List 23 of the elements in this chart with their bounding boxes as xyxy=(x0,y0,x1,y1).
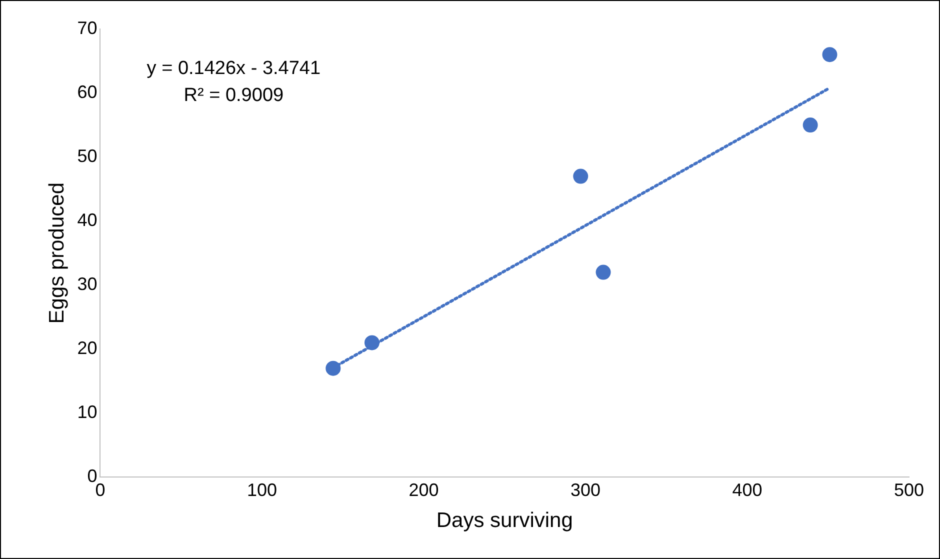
y-tick-label: 10 xyxy=(77,402,98,422)
x-tick-label: 500 xyxy=(894,480,924,500)
y-axis-title: Eggs produced xyxy=(45,182,68,324)
y-tick-label: 70 xyxy=(77,18,98,38)
point xyxy=(326,360,341,376)
y-tick-label: 50 xyxy=(77,146,98,166)
x-tick-label: 400 xyxy=(732,480,762,500)
point xyxy=(822,47,838,62)
x-tick-label: 300 xyxy=(570,480,601,500)
point xyxy=(573,168,588,184)
point xyxy=(802,118,818,133)
point xyxy=(596,264,611,280)
annotation: y = 0.1426x - 3.4741 xyxy=(146,58,321,79)
y-tick-label: 40 xyxy=(77,210,98,230)
annotation: R² = 0.9009 xyxy=(184,85,284,106)
x-axis-title: Days surviving xyxy=(436,509,573,532)
x-tick-label: 100 xyxy=(246,480,277,500)
y-tick-label: 60 xyxy=(77,82,98,102)
x-tick-label: 200 xyxy=(408,480,439,500)
point xyxy=(364,335,380,350)
y-tick-label: 0 xyxy=(87,466,98,486)
y-tick-label: 30 xyxy=(77,274,98,294)
y-tick-label: 20 xyxy=(77,338,98,358)
